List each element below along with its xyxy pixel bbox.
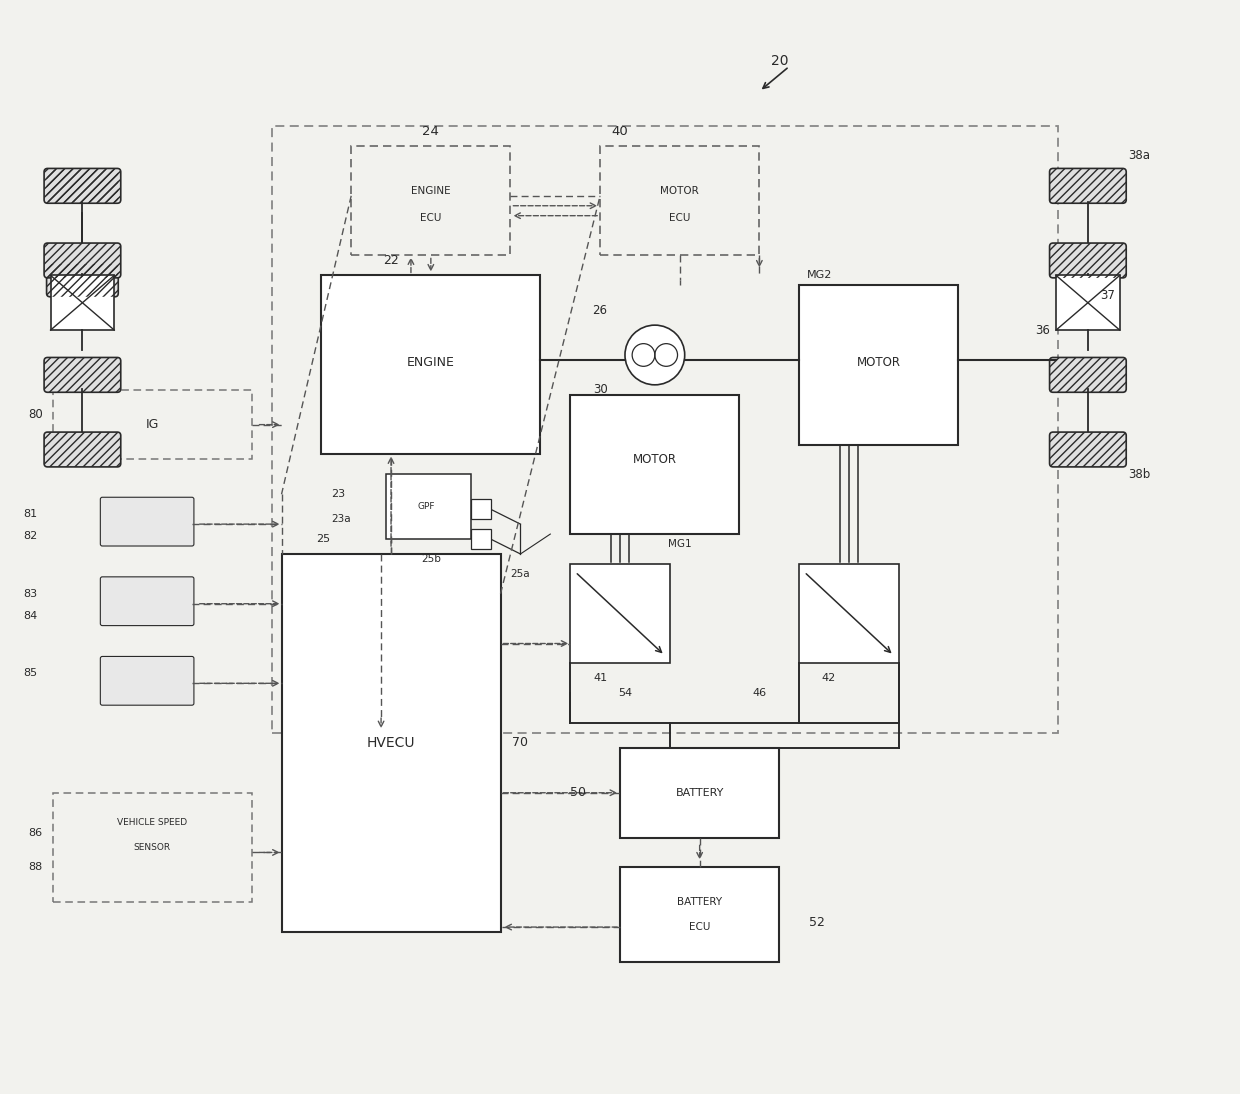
Circle shape [625,325,684,385]
Bar [570,563,670,663]
Text: HVECU: HVECU [367,736,415,750]
Text: ECU: ECU [670,212,691,223]
FancyBboxPatch shape [45,358,120,393]
Text: 84: 84 [24,610,37,620]
Bar [351,146,511,256]
Text: 37: 37 [1100,289,1115,302]
Text: 70: 70 [512,736,528,749]
Text: 30: 30 [593,383,608,396]
Text: MG1: MG1 [668,539,692,549]
Text: 26: 26 [593,304,608,316]
Bar [620,868,779,962]
Bar [321,276,541,454]
Text: 80: 80 [27,408,42,421]
Text: 88: 88 [29,862,42,872]
Text: VEHICLE SPEED: VEHICLE SPEED [117,818,187,827]
Text: 46: 46 [753,688,766,698]
FancyBboxPatch shape [45,432,120,467]
FancyBboxPatch shape [47,170,118,202]
Text: 20: 20 [770,55,789,69]
FancyBboxPatch shape [45,168,120,203]
Bar [386,475,471,539]
Text: 25: 25 [316,534,331,544]
FancyBboxPatch shape [100,498,193,546]
Text: 40: 40 [611,125,629,138]
Text: 82: 82 [24,531,37,542]
Text: BATTERY: BATTERY [677,897,722,907]
FancyBboxPatch shape [1049,432,1126,467]
FancyBboxPatch shape [45,243,120,278]
Text: 38a: 38a [1127,150,1149,163]
Text: 22: 22 [383,254,399,267]
FancyBboxPatch shape [100,577,193,626]
Bar [272,126,1058,733]
Text: GPF: GPF [417,502,435,511]
Bar [570,395,739,534]
Text: 86: 86 [29,827,42,838]
FancyBboxPatch shape [100,656,193,706]
Bar [471,529,491,549]
Bar [51,276,114,330]
Text: MOTOR: MOTOR [661,186,699,196]
Text: IG: IG [145,418,159,431]
Text: 83: 83 [24,589,37,598]
Text: ECU: ECU [689,922,711,932]
Bar [52,389,252,459]
Text: 25b: 25b [420,554,440,563]
FancyBboxPatch shape [1049,243,1126,278]
Text: ENGINE: ENGINE [410,186,450,196]
FancyBboxPatch shape [47,264,118,296]
Text: MG2: MG2 [806,270,832,280]
Text: MOTOR: MOTOR [857,357,900,370]
Bar [600,146,759,256]
Text: MOTOR: MOTOR [632,453,677,466]
Text: 23a: 23a [331,514,351,524]
Text: BATTERY: BATTERY [676,788,724,798]
Text: 41: 41 [593,673,608,684]
Text: 25a: 25a [511,569,531,579]
Text: ECU: ECU [420,212,441,223]
Bar [281,554,501,932]
Bar [620,748,779,838]
FancyBboxPatch shape [1049,358,1126,393]
Bar [471,499,491,520]
Text: 50: 50 [570,787,587,800]
Text: 54: 54 [618,688,632,698]
FancyBboxPatch shape [1049,168,1126,203]
Bar [800,286,959,444]
Text: 42: 42 [822,673,836,684]
Text: SENSOR: SENSOR [134,843,171,852]
Bar [52,793,252,903]
Bar [800,563,899,663]
Bar [1056,276,1120,330]
Text: 81: 81 [24,509,37,520]
Text: 36: 36 [1035,324,1050,337]
Text: 24: 24 [423,125,439,138]
Text: 85: 85 [24,668,37,678]
Text: 38b: 38b [1127,468,1149,481]
Text: ENGINE: ENGINE [407,357,455,370]
Text: 23: 23 [331,489,346,499]
Text: 52: 52 [810,916,825,929]
